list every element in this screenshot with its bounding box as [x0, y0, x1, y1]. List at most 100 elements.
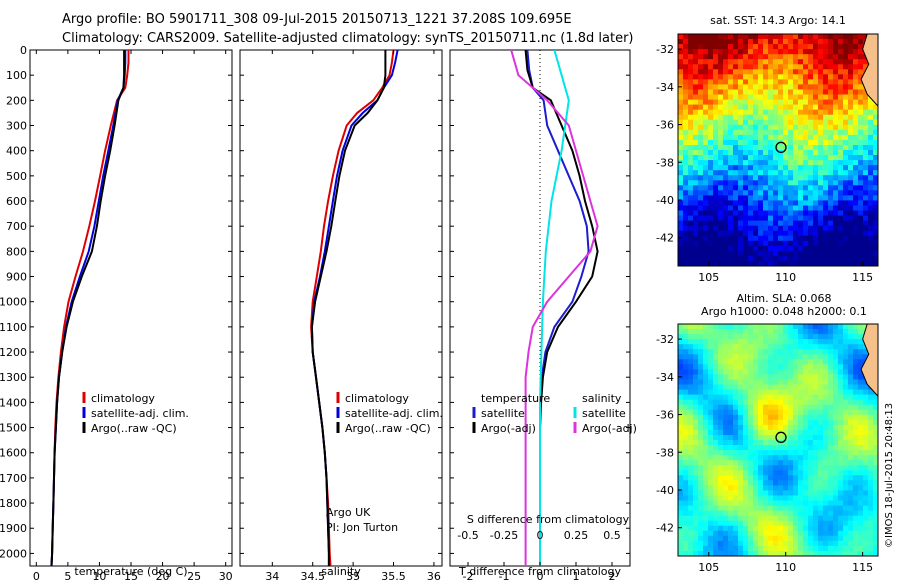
map-cell: [788, 369, 794, 375]
map-cell: [778, 155, 784, 161]
map-cell: [693, 455, 699, 461]
map-cell: [873, 409, 878, 416]
map-cell: [723, 374, 729, 380]
map-cell: [773, 339, 779, 345]
map-cell: [813, 369, 819, 375]
map-cell: [678, 220, 684, 227]
map-cell: [788, 525, 794, 532]
map-cell: [738, 84, 744, 90]
map-cell: [818, 435, 824, 441]
map-cell: [828, 535, 834, 542]
map-cell: [858, 205, 864, 211]
map-cell: [743, 49, 749, 55]
map-cell: [693, 389, 699, 396]
map-cell: [813, 134, 819, 141]
map-cell: [708, 379, 714, 385]
map-cell: [693, 515, 699, 522]
map-cell: [868, 409, 874, 416]
map-cell: [798, 540, 804, 547]
map-cell: [678, 334, 684, 340]
map-cell: [868, 450, 874, 456]
map-cell: [693, 99, 699, 106]
map-cell: [713, 49, 719, 55]
map-cell: [753, 104, 759, 111]
map-cell: [693, 104, 699, 111]
map-cell: [853, 210, 859, 216]
map-cell: [828, 180, 834, 186]
map-cell: [728, 44, 734, 50]
map-cell: [838, 535, 844, 542]
map-cell: [788, 364, 794, 370]
map-cell: [823, 200, 829, 206]
map-cell: [723, 150, 729, 156]
map-cell: [683, 485, 689, 491]
map-cell: [753, 185, 759, 191]
map-cell: [688, 139, 694, 146]
map-cell: [823, 414, 829, 421]
map-cell: [843, 129, 849, 136]
map-cell: [833, 165, 839, 171]
map-cell: [873, 551, 878, 556]
map-cell: [788, 475, 794, 481]
map-cell: [698, 215, 704, 222]
map-cell: [768, 160, 774, 166]
s-tick-label: -0.25: [490, 529, 518, 542]
map-cell: [703, 339, 709, 345]
map-cell: [838, 129, 844, 136]
map-cell: [783, 99, 789, 106]
map-cell: [833, 119, 839, 126]
map-cell: [723, 429, 729, 436]
map-cell: [728, 99, 734, 106]
map-cell: [733, 215, 739, 222]
map-cell: [803, 84, 809, 90]
map-cell: [753, 225, 759, 232]
map-cell: [793, 64, 799, 70]
map-cell: [793, 379, 799, 385]
map-cell: [678, 195, 684, 201]
map-cell: [808, 235, 814, 242]
map-cell: [783, 329, 789, 335]
map-cell: [713, 404, 719, 411]
map-cell: [698, 245, 704, 252]
map-cell: [828, 369, 834, 375]
map-cell: [733, 490, 739, 496]
map-cell: [793, 225, 799, 232]
map-cell: [698, 175, 704, 181]
map-cell: [733, 455, 739, 461]
map-cell: [698, 354, 704, 360]
map-cell: [693, 414, 699, 421]
map-cell: [723, 205, 729, 211]
map-cell: [748, 59, 754, 65]
map-cell: [828, 84, 834, 90]
map-cell: [798, 374, 804, 380]
map-cell: [833, 424, 839, 431]
map-cell: [768, 389, 774, 396]
map-cell: [683, 195, 689, 201]
map-cell: [788, 470, 794, 476]
map-cell: [723, 109, 729, 116]
map-cell: [843, 535, 849, 542]
map-cell: [818, 389, 824, 396]
map-cell: [743, 399, 749, 406]
map-cell: [708, 185, 714, 191]
map-cell: [758, 84, 764, 90]
map-cell: [678, 354, 684, 360]
map-cell: [718, 349, 724, 355]
map-cell: [843, 255, 849, 262]
map-cell: [758, 354, 764, 360]
map-cell: [743, 540, 749, 547]
map-cell: [678, 64, 684, 70]
map-cell: [678, 34, 684, 40]
map-cell: [773, 349, 779, 355]
map-cell: [833, 170, 839, 176]
map-cell: [793, 475, 799, 481]
map-cell: [808, 379, 814, 385]
map-cell: [723, 160, 729, 166]
map-cell: [703, 379, 709, 385]
map-y-tick-label: -32: [656, 43, 674, 56]
map-cell: [793, 180, 799, 186]
map-cell: [853, 339, 859, 345]
map-cell: [713, 414, 719, 421]
map-cell: [793, 94, 799, 100]
map-cell: [788, 324, 794, 330]
